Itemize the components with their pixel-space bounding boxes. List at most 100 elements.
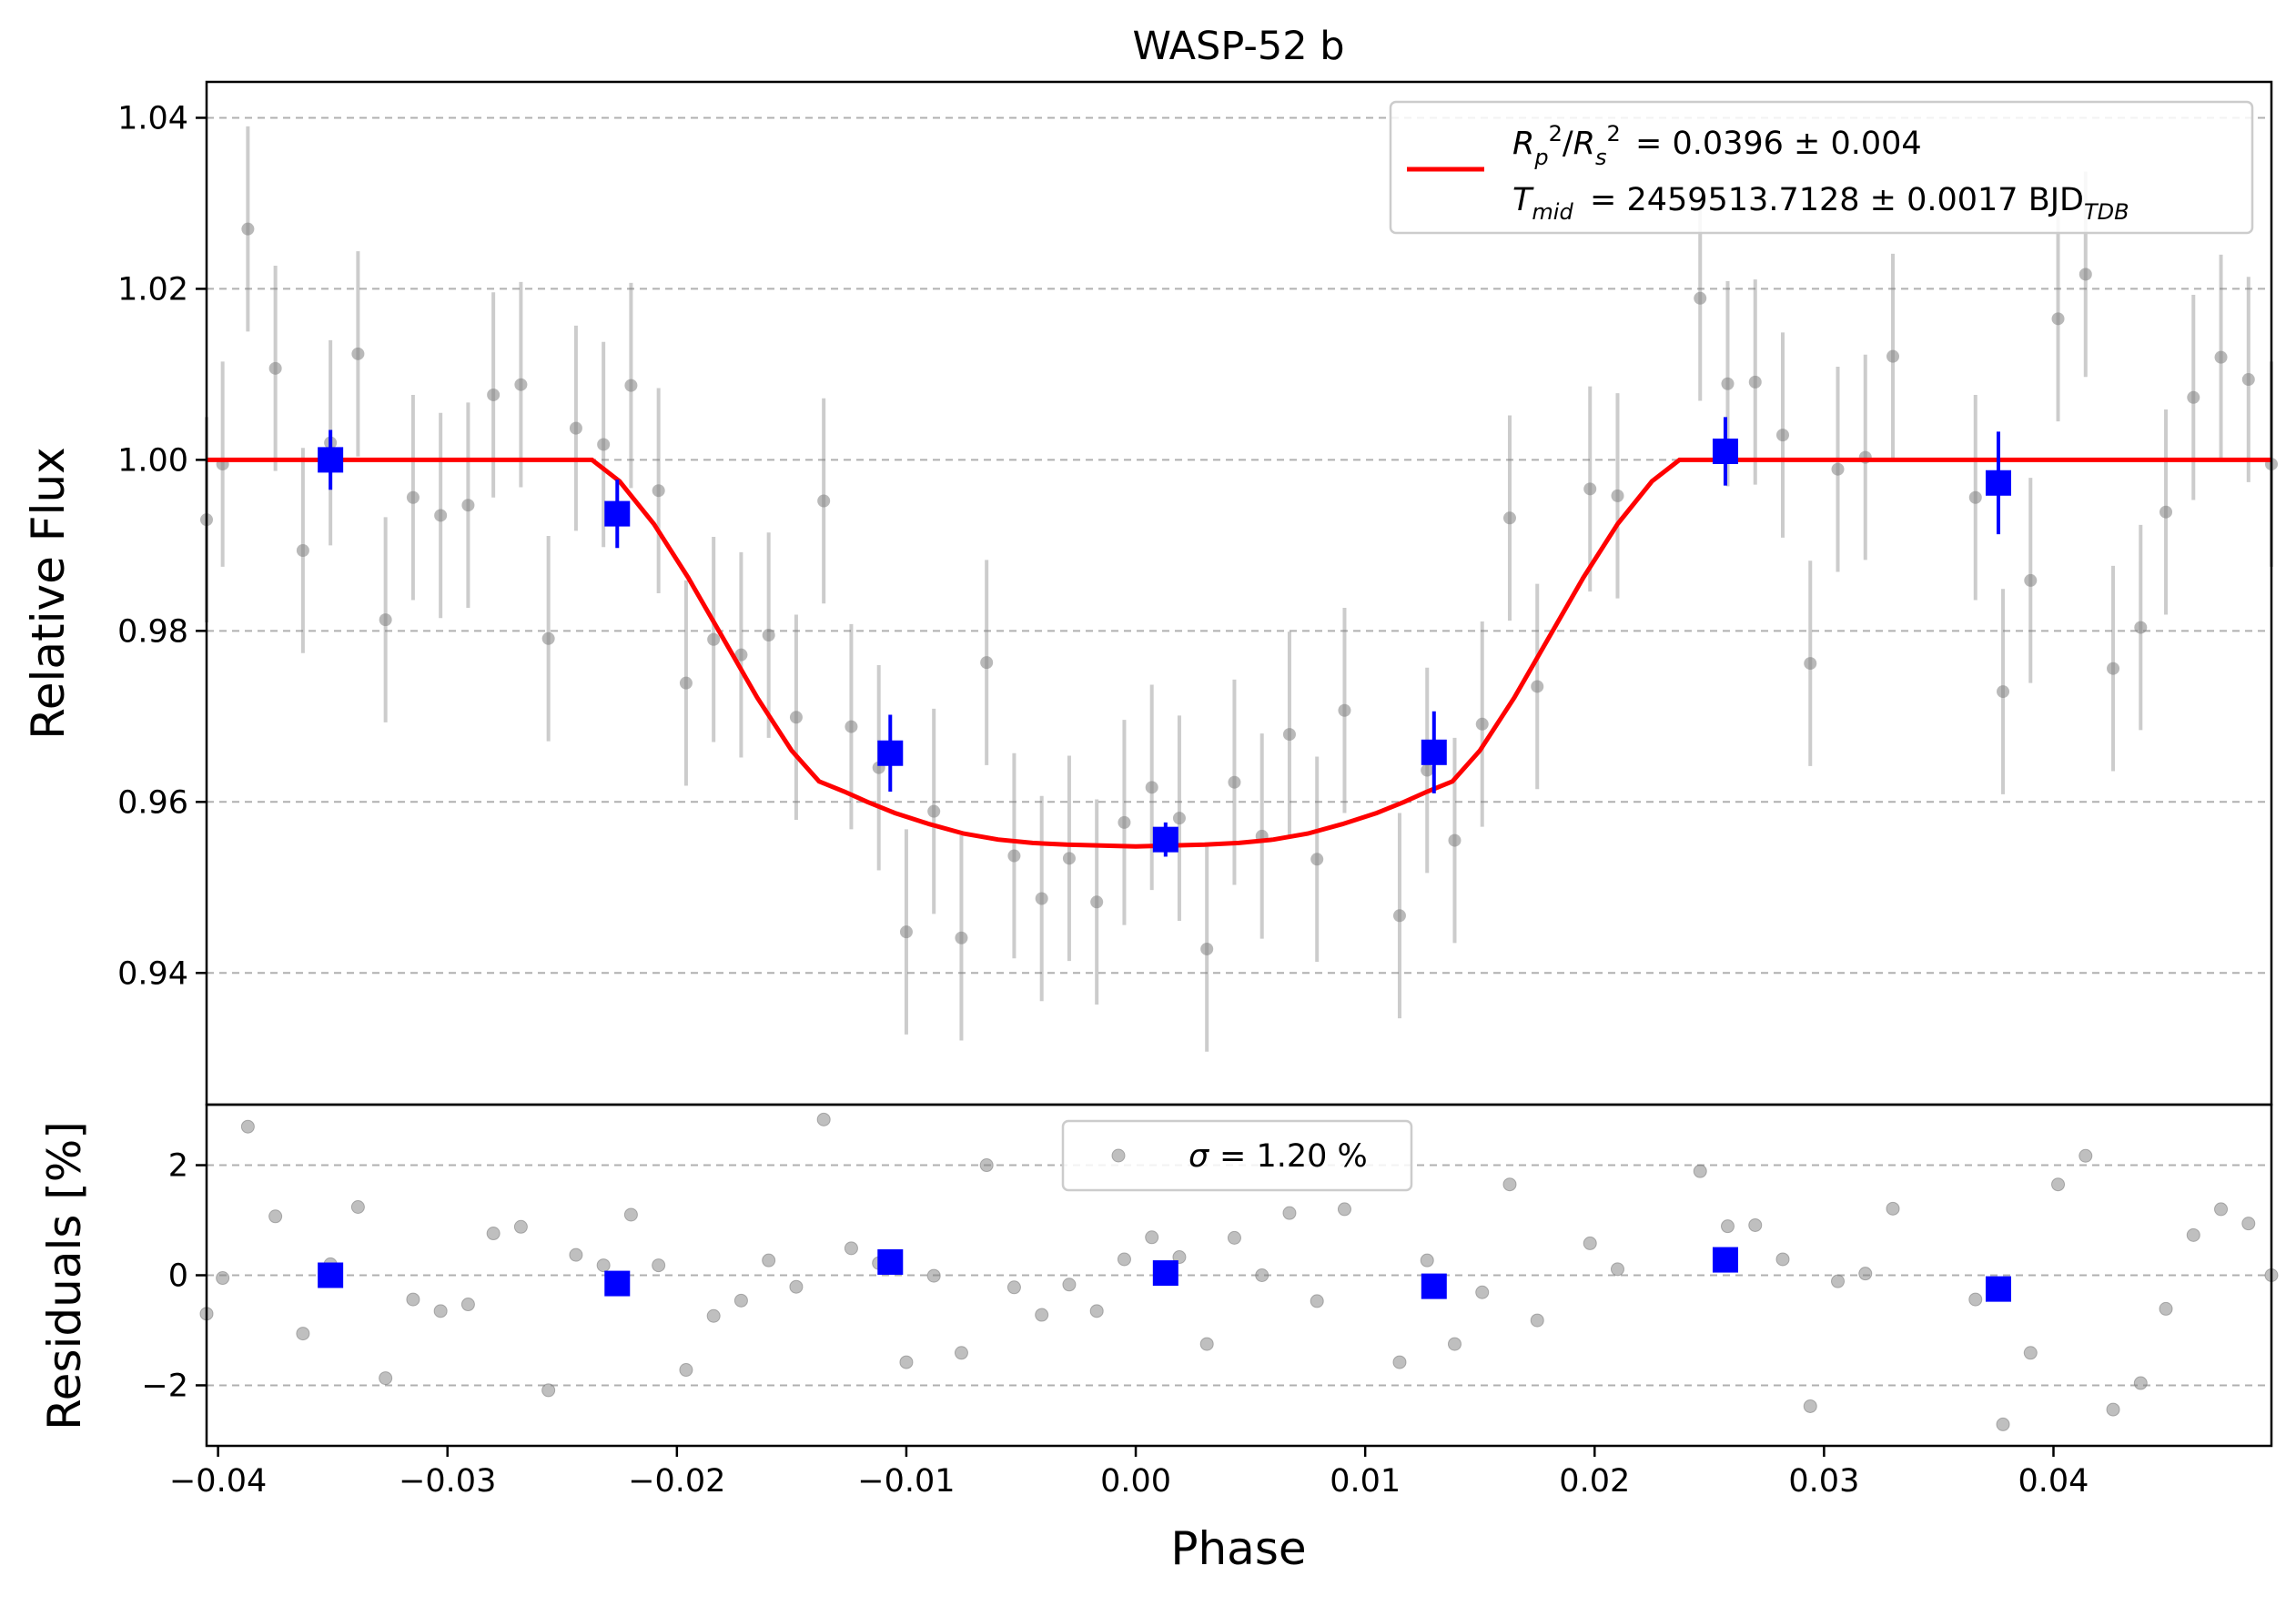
raw-point [541,631,555,645]
top-panel-y-axis-label: Relative Flux [22,447,75,739]
legend-radius-ratio-symbol: Rp2/Rs2 [1512,121,1621,170]
raw-point [679,676,693,690]
raw-point [597,438,611,451]
raw-point [624,379,638,392]
sigma-legend-value: = 1.20 % [1219,1138,1368,1175]
raw-point [817,494,831,508]
residual-point [569,1247,583,1262]
bottom-panel-legend: σ = 1.20 % [1061,1119,1413,1192]
residual-point [433,1304,448,1318]
binned-residual-point [318,1262,344,1288]
bottom-y-tick-label: 2 [168,1148,188,1185]
residual-point [1831,1274,1846,1288]
x-tick-label: 0.01 [1330,1463,1401,1500]
residual-point [2159,1301,2173,1316]
raw-point [1583,482,1597,496]
residual-point [1392,1355,1407,1369]
raw-point [2241,373,2255,387]
residual-point [1610,1262,1624,1277]
sigma-legend-box [1061,1119,1413,1192]
raw-point [789,711,803,724]
x-tick-label: −0.02 [628,1463,725,1500]
residual-point [1310,1294,1324,1308]
x-tick-label: 0.00 [1100,1463,1171,1500]
residual-point [1282,1206,1297,1220]
raw-point [1007,849,1021,863]
residual-point [844,1241,858,1256]
raw-point [2079,268,2092,281]
raw-point [1531,680,1544,693]
raw-point [2214,350,2228,364]
binned-residual-point [1985,1276,2011,1302]
bottom-panel-y-axis-label: Residuals [%] [38,1121,91,1430]
raw-point [1448,833,1462,847]
raw-point [268,361,282,375]
raw-point [2187,390,2200,404]
residual-point [268,1209,283,1224]
top-panel-legend: Rp2/Rs2 = 0.0396 ± 0.004 Tmid = 2459513.… [1389,100,2254,235]
raw-point [2159,505,2173,519]
binned-point [318,447,344,473]
raw-point [461,499,475,512]
raw-point [2134,621,2148,634]
residual-point [979,1158,994,1173]
residual-point [1693,1164,1707,1178]
top-y-tick-label: 0.96 [117,784,188,821]
x-tick-label: −0.04 [169,1463,267,1500]
raw-point [351,347,365,360]
raw-point [296,544,309,558]
raw-point [2107,662,2120,675]
residual-point [762,1253,776,1268]
raw-point [1282,728,1296,742]
residual-point [2051,1177,2066,1192]
raw-point [955,931,968,944]
residual-point [1006,1280,1021,1295]
residual-point [2133,1376,2148,1390]
residual-point [2241,1217,2256,1231]
raw-point [980,656,994,670]
bottom-panel-binned-points [318,1247,2011,1302]
top-y-tick-label: 1.02 [117,271,188,308]
raw-point [1804,657,1817,671]
residual-point [2186,1227,2200,1242]
residual-point [1227,1230,1241,1245]
residual-point [1255,1268,1269,1282]
x-tick-label: −0.01 [857,1463,955,1500]
residual-point [1172,1250,1187,1265]
residual-point [733,1293,748,1308]
binned-residual-point [604,1270,631,1297]
raw-point [1338,703,1351,717]
residual-point [216,1271,230,1286]
binned-residual-point [1152,1260,1178,1287]
raw-point [2024,573,2038,587]
residual-point [1968,1292,1983,1307]
top-panel-y-ticks: 0.94 0.96 0.98 1.00 1.02 1.04 [117,100,207,992]
legend-tmid-text: = 2459513.7128 ± 0.0017 BJD [1590,182,2084,218]
residual-point [460,1298,475,1312]
raw-point [1776,429,1790,442]
residual-point [1803,1399,1817,1413]
residual-point [1858,1267,1873,1281]
top-panel-raw-points [200,126,2278,1052]
residual-point [816,1112,831,1126]
residual-point [406,1292,420,1307]
raw-point [487,388,501,401]
residual-point [541,1383,556,1398]
raw-point [514,378,528,391]
top-y-tick-label: 1.04 [117,100,188,136]
raw-point [1035,892,1048,905]
raw-point [1721,377,1735,390]
bottom-y-tick-label: 0 [168,1258,188,1295]
raw-point [927,804,941,818]
binned-point [1985,470,2011,496]
raw-point [1502,511,1516,525]
raw-point [1310,853,1324,866]
residual-point [2023,1346,2038,1360]
raw-point [1145,781,1158,794]
binned-point [877,740,904,766]
binned-point [1712,438,1738,464]
legend-radius-ratio-value: = 0.0396 ± 0.004 [1635,126,1922,162]
residual-point [954,1346,968,1360]
raw-point [1421,763,1434,777]
